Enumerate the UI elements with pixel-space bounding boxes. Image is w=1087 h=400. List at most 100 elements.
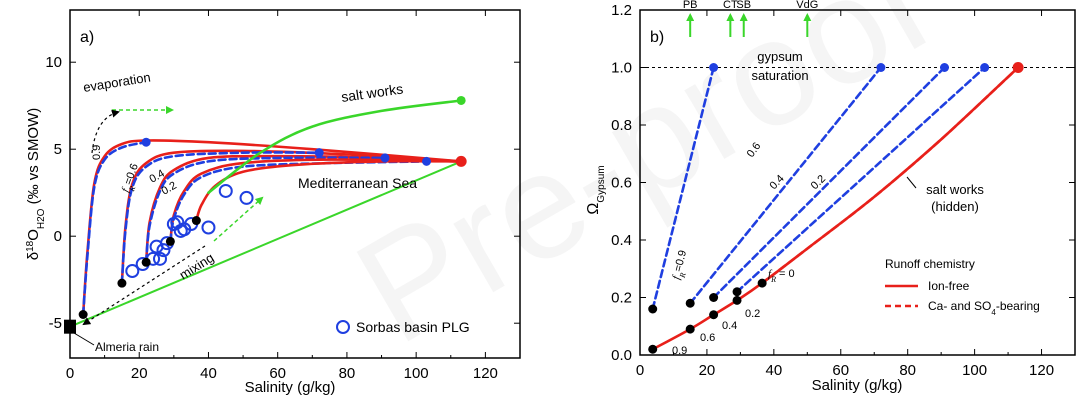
s02-label: 0.2 <box>745 308 760 320</box>
b-series-bearing-blue-line <box>735 66 986 294</box>
fr-06-label-b: 0.6 <box>745 140 764 159</box>
s06-label: 0.6 <box>700 332 715 344</box>
fr-09-label: 0.9 <box>91 145 103 160</box>
almeria-pointer <box>73 332 95 346</box>
fr-02-label-b: 0.2 <box>809 173 828 192</box>
a-series-evap-red-line <box>144 154 463 264</box>
a-plg-point <box>153 251 167 266</box>
b-y-tick-label: 1.2 <box>611 2 632 19</box>
panel-a-x-axis-label: Salinity (g/kg) <box>245 379 336 396</box>
b-x-tick-label: 80 <box>899 362 916 379</box>
b-black-point <box>648 304 658 314</box>
a-x-tick-label: 100 <box>404 365 429 382</box>
panel-a: 0 20 40 60 80 100 120 -5 0 5 10 a) evaporation 0.… <box>25 9 521 396</box>
b-y-tick-label: 1.0 <box>611 60 632 77</box>
b-blue-point <box>980 63 990 72</box>
b-black-point <box>757 278 767 288</box>
a-plg-point <box>218 183 233 198</box>
b-black-point <box>648 344 658 354</box>
salt-works-label-b-2: (hidden) <box>931 199 979 214</box>
panel-b: 0 20 40 60 80 100 120 0.0 0.2 0.4 0.6 0.8 1.0 1.2 PB… <box>585 0 1076 394</box>
a-x-tick-label: 0 <box>66 365 74 382</box>
panel-a-x-ticks: 0 20 40 60 80 100 120 <box>66 10 498 382</box>
panel-a-plot-area <box>64 95 467 334</box>
b-y-tick-label: 0.0 <box>611 347 632 364</box>
panel-a-y-ticks: -5 0 5 10 <box>45 54 520 332</box>
b-black-point <box>685 298 695 308</box>
b-red-point <box>1012 62 1024 73</box>
b-x-tick-label: 40 <box>766 362 783 379</box>
a-blue-point <box>314 148 324 158</box>
almeria-rain-label: Almeria rain <box>95 340 159 354</box>
legend-bearing-label: Ca- and SO4-bearing <box>928 299 1040 317</box>
a-x-tick-label: 20 <box>131 365 148 382</box>
a-black-point <box>141 257 151 267</box>
a-red-point <box>455 155 467 167</box>
b-top-marker-label: VdG <box>796 0 818 11</box>
evaporation-label: evaporation <box>82 70 151 95</box>
mediterranean-label: Mediterranean Sea <box>298 175 417 191</box>
a-green-point <box>456 95 466 105</box>
gypsum-saturation-label-2: saturation <box>751 68 808 83</box>
a-plg-point <box>156 243 171 258</box>
a-black-point <box>117 278 127 288</box>
a-plg-point <box>239 190 254 205</box>
s09-label: 0.9 <box>672 345 687 357</box>
b-x-tick-label: 20 <box>699 362 716 379</box>
fr-09-label-b: fR=0.9 <box>670 249 692 282</box>
panel-b-x-axis-label: Salinity (g/kg) <box>812 377 903 394</box>
b-x-tick-label: 120 <box>1029 362 1054 379</box>
a-black-point <box>191 216 201 226</box>
panel-a-y-axis-label: δ18OH2O (‰ vs SMOW) <box>25 108 47 261</box>
salt-works-label: salt works <box>340 80 404 105</box>
panel-a-label: a) <box>80 29 94 46</box>
salt-works-pointer <box>906 176 917 189</box>
b-y-tick-label: 0.8 <box>611 117 632 134</box>
b-x-tick-label: 100 <box>962 362 987 379</box>
b-top-marker-label: PB <box>683 0 698 11</box>
a-y-tick-label: 0 <box>54 228 62 245</box>
b-series-bearing-blue-line <box>688 66 883 305</box>
a-plg-point <box>170 215 185 230</box>
b-y-tick-label: 0.6 <box>611 175 632 192</box>
b-blue-point <box>876 63 886 72</box>
b-x-tick-label: 0 <box>636 362 644 379</box>
a-y-tick-label: 5 <box>54 141 62 158</box>
panel-b-x-ticks: 0 20 40 60 80 100 120 <box>636 10 1054 379</box>
b-blue-point <box>709 63 719 72</box>
s04-label: 0.4 <box>722 320 737 332</box>
legend-ion-free-label: Ion-free <box>928 279 970 293</box>
b-series-bearing-blue-line <box>712 66 946 299</box>
a-series-evap-blue-line <box>81 140 148 316</box>
a-x-tick-label: 40 <box>200 365 217 382</box>
b-y-tick-label: 0.2 <box>611 290 632 307</box>
b-x-tick-label: 60 <box>832 362 849 379</box>
a-blue-point <box>422 156 432 166</box>
panel-b-plot-area <box>640 62 1075 354</box>
b-blue-point <box>940 63 949 72</box>
panel-b-y-ticks: 0.0 0.2 0.4 0.6 0.8 1.0 1.2 <box>611 2 1075 364</box>
a-blue-point <box>141 137 151 147</box>
b-black-point <box>709 310 719 320</box>
b-black-point <box>732 287 742 297</box>
a-y-tick-label: -5 <box>49 315 62 332</box>
b-black-point <box>709 293 719 302</box>
b-top-marker-label: CT <box>723 0 738 11</box>
salt-works-label-b-1: salt works <box>926 182 984 197</box>
a-plg-point <box>201 220 216 235</box>
a-black-point <box>165 236 175 246</box>
a-series-evap-blue-line <box>120 151 321 285</box>
a-blue-point <box>380 153 390 163</box>
fr-0-label: fR = 0 <box>768 268 795 284</box>
panel-b-legend: Runoff chemistry Ion-free Ca- and SO4-be… <box>885 257 1040 317</box>
legend-plg-label: Sorbas basin PLG <box>356 319 470 335</box>
a-series-mix-green-line <box>69 160 463 328</box>
panel-b-y-axis-label: ΩGypsum <box>585 165 607 214</box>
gypsum-saturation-label-1: gypsum <box>757 49 803 64</box>
b-black-point <box>685 324 695 334</box>
b-series-bearing-blue-line <box>651 66 715 311</box>
a-plg-point <box>125 264 140 278</box>
a-x-tick-label: 60 <box>269 365 286 382</box>
